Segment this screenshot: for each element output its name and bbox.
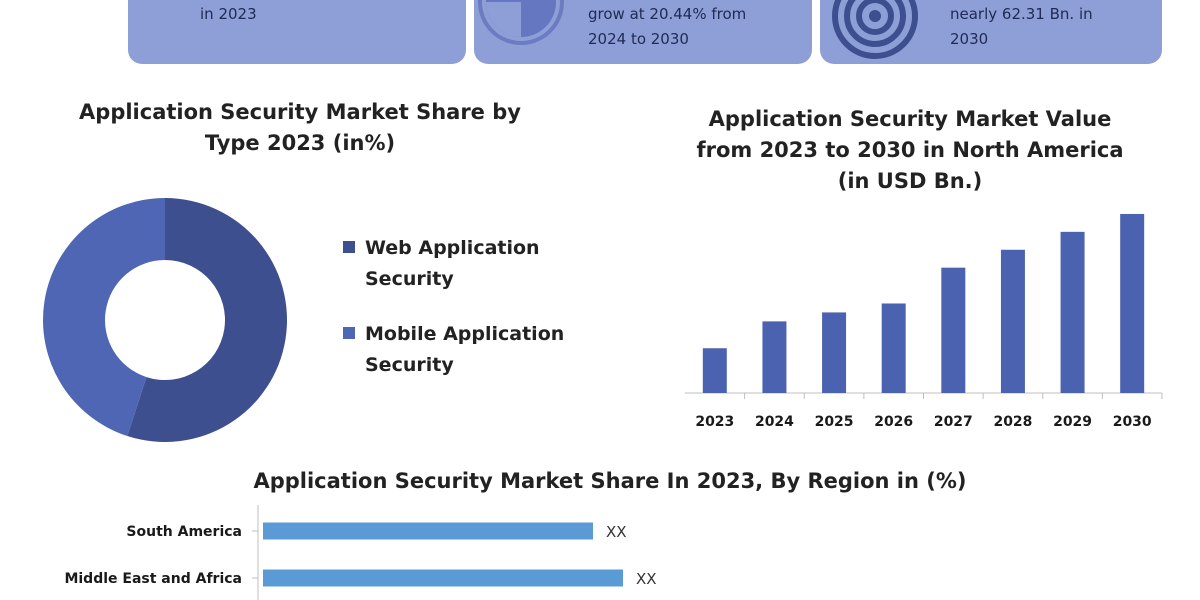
legend-label-web: Web Application Security xyxy=(365,237,540,290)
legend-item-mobile: Mobile Application Security xyxy=(343,319,595,381)
region-bar xyxy=(263,522,593,540)
donut-chart-title: Application Security Market Share by Typ… xyxy=(79,100,521,155)
legend-swatch-mobile xyxy=(343,327,355,339)
summary-card-2-text: grow at 20.44% from 2024 to 2030 xyxy=(588,5,747,48)
bar-2027 xyxy=(941,267,966,393)
target-icon xyxy=(832,0,918,59)
donut-slice-mobile xyxy=(42,198,165,437)
bar-2024 xyxy=(762,321,787,393)
bar-tick-label: 2028 xyxy=(993,414,1032,430)
region-data-label: XX xyxy=(636,570,657,588)
summary-card-3: nearly 62.31 Bn. in 2030 xyxy=(820,0,1162,64)
bar-chart-title: Application Security Market Value from 2… xyxy=(696,107,1124,193)
bar-2030 xyxy=(1120,213,1145,393)
bar-2025 xyxy=(822,312,847,393)
summary-card-3-text: nearly 62.31 Bn. in 2030 xyxy=(950,5,1093,48)
bar-tick-label: 2023 xyxy=(695,414,734,430)
donut-slice-web xyxy=(127,198,287,442)
donut-chart xyxy=(42,198,287,442)
bar-2029 xyxy=(1060,231,1085,393)
legend-label-mobile: Mobile Application Security xyxy=(365,323,565,376)
bar-tick-label: 2025 xyxy=(815,414,854,430)
bar-chart: 2023 2024 2025 2026 2027 2028 2029 2030 xyxy=(685,213,1163,430)
bar-tick-label: 2026 xyxy=(874,414,913,430)
region-bar xyxy=(263,569,623,587)
bar-2023 xyxy=(702,348,727,393)
bar-2026 xyxy=(881,303,906,393)
bar-tick-label: 2029 xyxy=(1053,414,1092,430)
summary-card-1-text: in 2023 xyxy=(200,5,257,23)
region-bar-chart: South America XX Middle East and Africa XX xyxy=(64,505,657,600)
region-data-label: XX xyxy=(606,523,627,541)
bar-2028 xyxy=(1000,249,1025,393)
bar-tick-label: 2024 xyxy=(755,414,794,430)
legend-item-web: Web Application Security xyxy=(343,233,595,295)
region-tick-label: Middle East and Africa xyxy=(64,571,242,587)
summary-card-2: grow at 20.44% from 2024 to 2030 xyxy=(474,0,812,64)
summary-card-1: in 2023 xyxy=(128,0,466,64)
pie-chart-icon xyxy=(478,0,564,45)
legend-swatch-web xyxy=(343,241,355,253)
region-chart-title: Application Security Market Share In 202… xyxy=(253,469,967,493)
bar-tick-label: 2027 xyxy=(934,414,973,430)
bar-tick-label: 2030 xyxy=(1113,414,1152,430)
region-tick-label: South America xyxy=(126,524,242,540)
